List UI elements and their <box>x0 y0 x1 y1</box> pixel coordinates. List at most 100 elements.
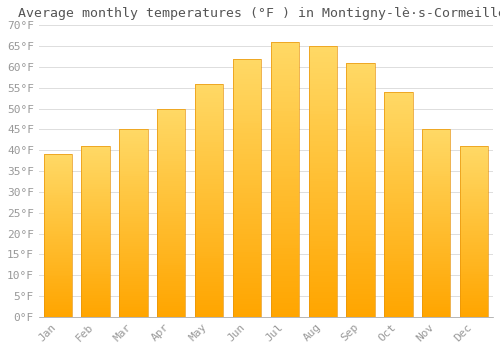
Bar <box>82 218 110 219</box>
Bar <box>157 204 186 206</box>
Bar <box>308 154 337 157</box>
Bar <box>82 260 110 262</box>
Bar <box>44 202 72 203</box>
Bar <box>44 307 72 309</box>
Bar <box>422 221 450 223</box>
Bar <box>82 278 110 279</box>
Bar <box>384 94 412 96</box>
Bar <box>422 247 450 249</box>
Bar <box>195 177 224 179</box>
Bar <box>422 255 450 257</box>
Bar <box>44 244 72 245</box>
Bar <box>270 201 299 204</box>
Bar <box>44 198 72 200</box>
Bar <box>195 142 224 144</box>
Bar <box>308 117 337 119</box>
Bar <box>157 113 186 115</box>
Bar <box>82 206 110 208</box>
Bar <box>308 209 337 211</box>
Bar <box>157 308 186 310</box>
Bar <box>82 243 110 245</box>
Bar <box>422 315 450 317</box>
Bar <box>308 79 337 81</box>
Bar <box>82 201 110 202</box>
Bar <box>233 273 261 275</box>
Bar <box>195 121 224 123</box>
Bar <box>157 219 186 221</box>
Bar <box>44 268 72 270</box>
Bar <box>460 286 488 288</box>
Bar <box>157 163 186 165</box>
Bar <box>195 308 224 310</box>
Bar <box>82 231 110 233</box>
Bar <box>119 268 148 270</box>
Bar <box>346 286 375 289</box>
Bar <box>422 130 450 131</box>
Bar <box>44 158 72 159</box>
Bar <box>270 69 299 72</box>
Bar <box>308 301 337 303</box>
Bar <box>270 91 299 94</box>
Bar <box>195 123 224 126</box>
Bar <box>195 109 224 112</box>
Bar <box>157 281 186 284</box>
Bar <box>270 138 299 141</box>
Bar <box>195 282 224 284</box>
Bar <box>44 315 72 317</box>
Bar <box>422 231 450 232</box>
Bar <box>44 197 72 198</box>
Bar <box>270 53 299 56</box>
Bar <box>422 165 450 167</box>
Bar <box>270 48 299 50</box>
Bar <box>157 277 186 279</box>
Bar <box>422 242 450 244</box>
Bar <box>308 157 337 160</box>
Bar <box>460 262 488 264</box>
Bar <box>270 78 299 80</box>
Bar <box>384 238 412 240</box>
Bar <box>195 116 224 119</box>
Bar <box>119 311 148 313</box>
Bar <box>44 200 72 202</box>
Bar <box>195 193 224 196</box>
Bar <box>460 177 488 178</box>
Bar <box>82 293 110 295</box>
Bar <box>157 279 186 281</box>
Bar <box>384 272 412 274</box>
Bar <box>346 73 375 76</box>
Bar <box>82 156 110 158</box>
Bar <box>270 251 299 254</box>
Bar <box>270 133 299 135</box>
Bar <box>233 281 261 283</box>
Bar <box>233 229 261 232</box>
Bar <box>422 135 450 137</box>
Bar <box>119 242 148 244</box>
Bar <box>157 225 186 227</box>
Bar <box>384 132 412 135</box>
Bar <box>346 93 375 96</box>
Bar <box>44 231 72 232</box>
Bar <box>308 295 337 298</box>
Bar <box>233 288 261 291</box>
Bar <box>82 153 110 155</box>
Bar <box>157 302 186 304</box>
Bar <box>422 289 450 290</box>
Bar <box>44 170 72 172</box>
Bar <box>195 172 224 175</box>
Bar <box>308 100 337 103</box>
Bar <box>270 240 299 243</box>
Bar <box>422 225 450 227</box>
Bar <box>195 301 224 303</box>
Bar <box>195 212 224 214</box>
Bar <box>233 58 261 317</box>
Bar <box>195 135 224 137</box>
Bar <box>233 64 261 66</box>
Bar <box>82 168 110 170</box>
Bar <box>82 213 110 214</box>
Bar <box>195 228 224 231</box>
Bar <box>233 195 261 198</box>
Bar <box>308 271 337 273</box>
Bar <box>157 257 186 259</box>
Bar <box>195 119 224 121</box>
Bar <box>460 254 488 256</box>
